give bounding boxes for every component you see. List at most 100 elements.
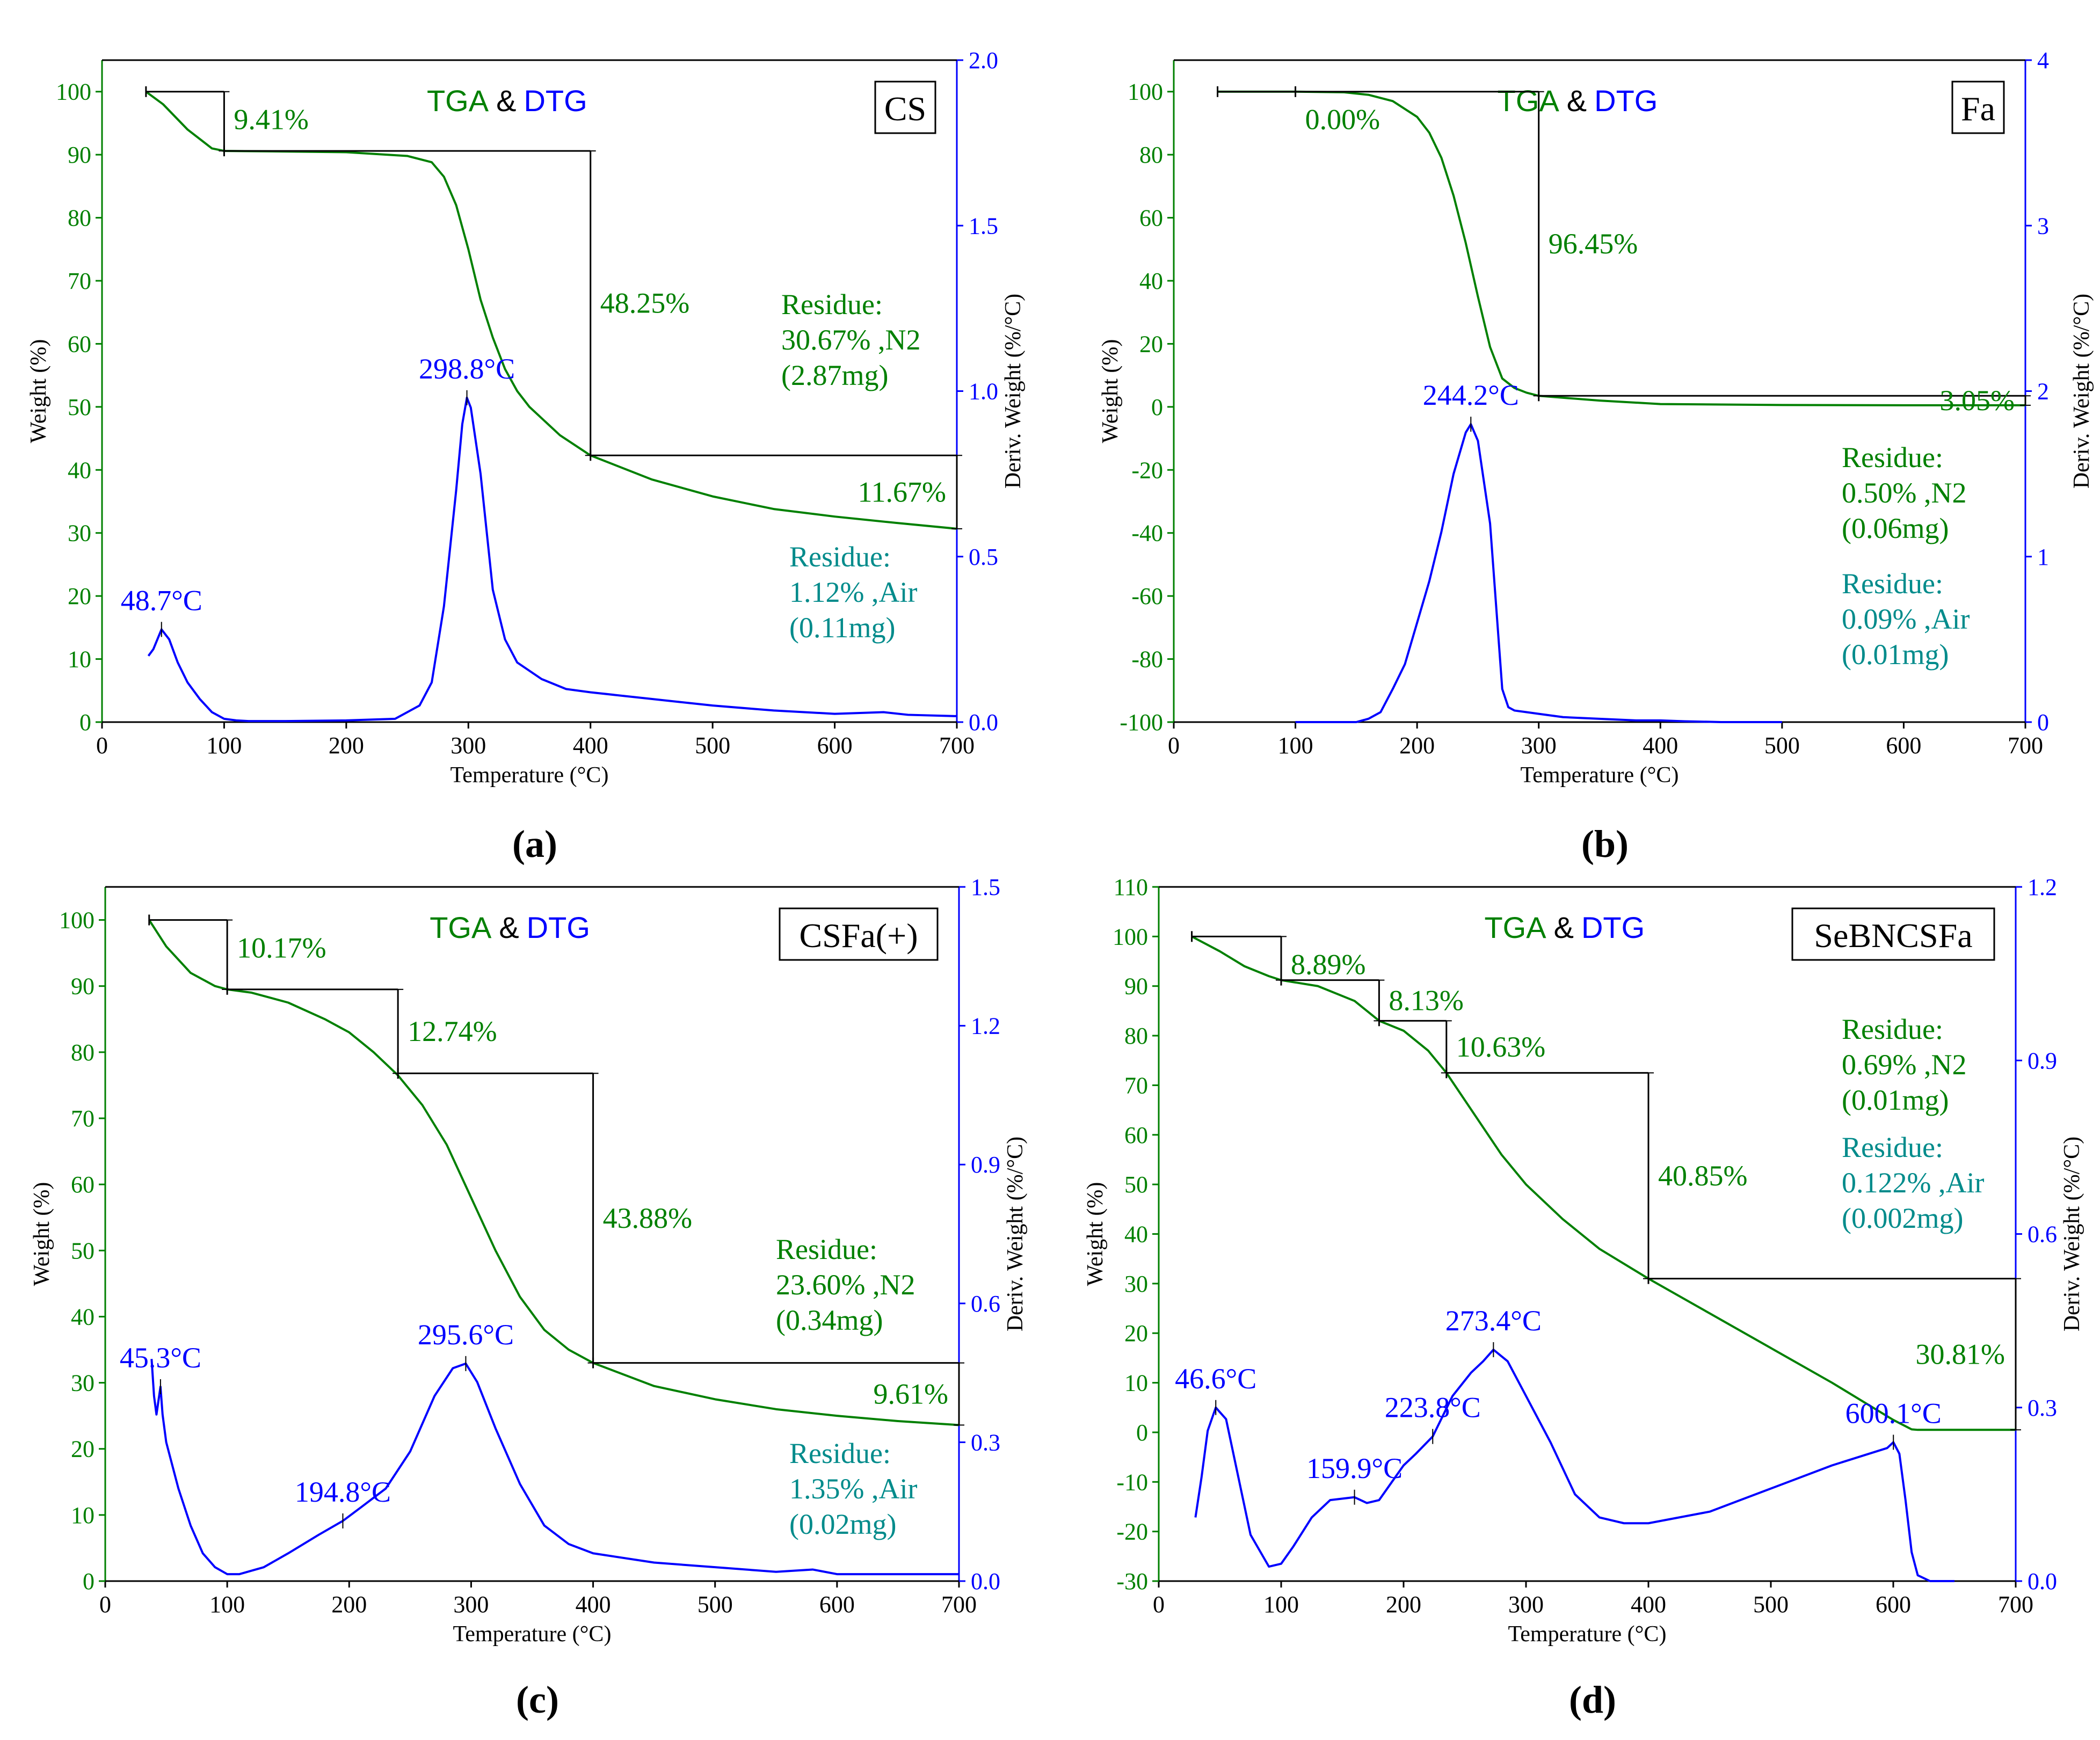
y-tick-label: 80 bbox=[1139, 142, 1163, 168]
y2-tick-label: 0.9 bbox=[2028, 1047, 2057, 1074]
y-axis-title: Weight (%) bbox=[26, 339, 51, 443]
y2-axis-title: Deriv. Weight (%/°C) bbox=[2060, 1137, 2084, 1331]
step-loss-label: 0.00% bbox=[1305, 104, 1380, 136]
y2-tick-label: 0.0 bbox=[2028, 1568, 2057, 1595]
x-tick-label: 0 bbox=[1153, 1591, 1165, 1618]
x-tick-label: 700 bbox=[941, 1591, 977, 1618]
residue-air-line: Residue: bbox=[1842, 1131, 1943, 1163]
sample-box bbox=[1791, 907, 1995, 961]
y-tick-label: 60 bbox=[71, 1171, 95, 1198]
y2-axis-title: Deriv. Weight (%/°C) bbox=[2069, 294, 2094, 489]
step-loss-label: 40.85% bbox=[1658, 1160, 1747, 1192]
y-tick-label: -20 bbox=[1131, 457, 1163, 483]
y2-tick-label: 0.0 bbox=[971, 1568, 1000, 1595]
y-tick-label: 40 bbox=[71, 1304, 95, 1330]
residue-air-line: 0.122% ,Air bbox=[1842, 1167, 1984, 1199]
y-tick-label: 0 bbox=[83, 1568, 95, 1595]
step-loss-label: 96.45% bbox=[1549, 228, 1638, 260]
residue-n2-line: 0.50% ,N2 bbox=[1842, 477, 1966, 509]
residue-n2-line: Residue: bbox=[781, 288, 883, 321]
y2-tick-label: 3 bbox=[2037, 213, 2049, 239]
y-tick-label: 20 bbox=[71, 1436, 95, 1462]
residue-air-line: 1.12% ,Air bbox=[789, 576, 917, 608]
peak-label: 159.9°C bbox=[1306, 1452, 1403, 1484]
step-loss-label: 11.67% bbox=[858, 476, 946, 508]
y2-tick-label: 1.5 bbox=[969, 213, 998, 239]
residue-n2-line: Residue: bbox=[1842, 1013, 1943, 1045]
x-axis-title: Temperature (°C) bbox=[453, 1622, 612, 1647]
x-tick-label: 300 bbox=[1508, 1591, 1544, 1618]
x-tick-label: 0 bbox=[1168, 732, 1180, 759]
y-axis-title: Weight (%) bbox=[1083, 1182, 1108, 1286]
peak-label: 194.8°C bbox=[295, 1476, 391, 1508]
y2-tick-label: 0.9 bbox=[971, 1152, 1000, 1178]
heading-dtg: DTG bbox=[524, 84, 587, 118]
residue-n2-line: (0.01mg) bbox=[1842, 1084, 1949, 1116]
y2-tick-label: 0.6 bbox=[2028, 1221, 2057, 1248]
y-tick-label: 10 bbox=[71, 1502, 95, 1528]
y2-tick-label: 0.6 bbox=[971, 1291, 1000, 1317]
x-tick-label: 200 bbox=[331, 1591, 367, 1618]
x-tick-label: 100 bbox=[209, 1591, 245, 1618]
peak-label: 45.3°C bbox=[120, 1342, 201, 1374]
x-tick-label: 600 bbox=[817, 732, 853, 759]
y-tick-label: 80 bbox=[68, 205, 91, 231]
residue-air-line: (0.11mg) bbox=[789, 611, 895, 644]
x-tick-label: 200 bbox=[329, 732, 364, 759]
y2-tick-label: 0.3 bbox=[2028, 1395, 2057, 1421]
heading-amp: & bbox=[496, 84, 516, 118]
y-tick-label: -60 bbox=[1131, 583, 1163, 609]
peak-label: 244.2°C bbox=[1423, 379, 1519, 411]
y2-tick-label: 0.5 bbox=[969, 544, 998, 570]
panel-label: (d) bbox=[1569, 1678, 1616, 1721]
panel-label: (c) bbox=[516, 1678, 559, 1721]
residue-air-line: (0.002mg) bbox=[1842, 1202, 1963, 1234]
dtg-curve bbox=[147, 396, 957, 723]
heading-tga: TGA bbox=[430, 911, 492, 944]
x-tick-label: 100 bbox=[206, 732, 242, 759]
x-tick-label: 100 bbox=[1263, 1591, 1299, 1618]
residue-n2-line: 0.69% ,N2 bbox=[1842, 1049, 1966, 1081]
step-loss-label: 10.63% bbox=[1456, 1031, 1545, 1063]
y2-tick-label: 1.2 bbox=[2028, 874, 2057, 900]
residue-n2-line: (2.87mg) bbox=[781, 359, 888, 391]
panel-b: 0 100 200 300 400 500 600 700-100-80-60-40-2002… bbox=[1098, 47, 2094, 865]
step-loss-label: 9.61% bbox=[874, 1378, 948, 1410]
y-tick-label: 90 bbox=[1124, 973, 1148, 1000]
y-tick-label: 100 bbox=[59, 907, 95, 934]
y-tick-label: 50 bbox=[1124, 1171, 1148, 1198]
panel-heading: TGA & DTG bbox=[1484, 911, 1645, 944]
peak-label: 600.1°C bbox=[1845, 1397, 1942, 1429]
y2-tick-label: 1.5 bbox=[971, 874, 1000, 900]
y-tick-label: 70 bbox=[1124, 1072, 1148, 1098]
x-tick-label: 300 bbox=[450, 732, 486, 759]
x-tick-label: 700 bbox=[2008, 732, 2043, 759]
y-tick-label: 90 bbox=[68, 142, 91, 168]
peak-label: 273.4°C bbox=[1445, 1305, 1542, 1337]
peak-label: 295.6°C bbox=[418, 1319, 514, 1351]
y2-tick-label: 2 bbox=[2037, 378, 2049, 405]
y-tick-label: 10 bbox=[68, 646, 91, 673]
peak-label: 298.8°C bbox=[419, 353, 515, 385]
y-tick-label: 40 bbox=[1139, 268, 1163, 294]
residue-air-line: Residue: bbox=[789, 1437, 891, 1469]
sample-name: CSFa(+) bbox=[800, 916, 918, 955]
y-tick-label: 70 bbox=[71, 1105, 95, 1132]
dtg-curve bbox=[150, 1359, 959, 1576]
residue-n2-line: (0.06mg) bbox=[1842, 512, 1949, 544]
heading-amp: & bbox=[1567, 84, 1587, 118]
dtg-curve bbox=[1295, 423, 1782, 723]
y-tick-label: 30 bbox=[1124, 1271, 1148, 1297]
residue-air-line: (0.02mg) bbox=[789, 1508, 896, 1540]
y-tick-label: 0 bbox=[1151, 394, 1163, 420]
panel-c: 0 100 200 300 400 500 600 700 0 10 20 30 40 50 60 70 80 9… bbox=[30, 874, 1028, 1721]
residue-n2-line: Residue: bbox=[776, 1233, 877, 1265]
y2-tick-label: 0 bbox=[2037, 709, 2049, 736]
residue-air-line: (0.01mg) bbox=[1842, 638, 1949, 671]
x-tick-label: 100 bbox=[1278, 732, 1313, 759]
y-tick-label: 100 bbox=[1113, 923, 1148, 950]
x-tick-label: 600 bbox=[1886, 732, 1921, 759]
panel-d: 0 100 200 300 400 500 600 700 -30 -20 -10 0 10 20 30 40… bbox=[1083, 874, 2084, 1721]
y2-axis-title: Deriv. Weight (%/°C) bbox=[1001, 294, 1026, 489]
y2-axis-title: Deriv. Weight (%/°C) bbox=[1003, 1137, 1028, 1331]
